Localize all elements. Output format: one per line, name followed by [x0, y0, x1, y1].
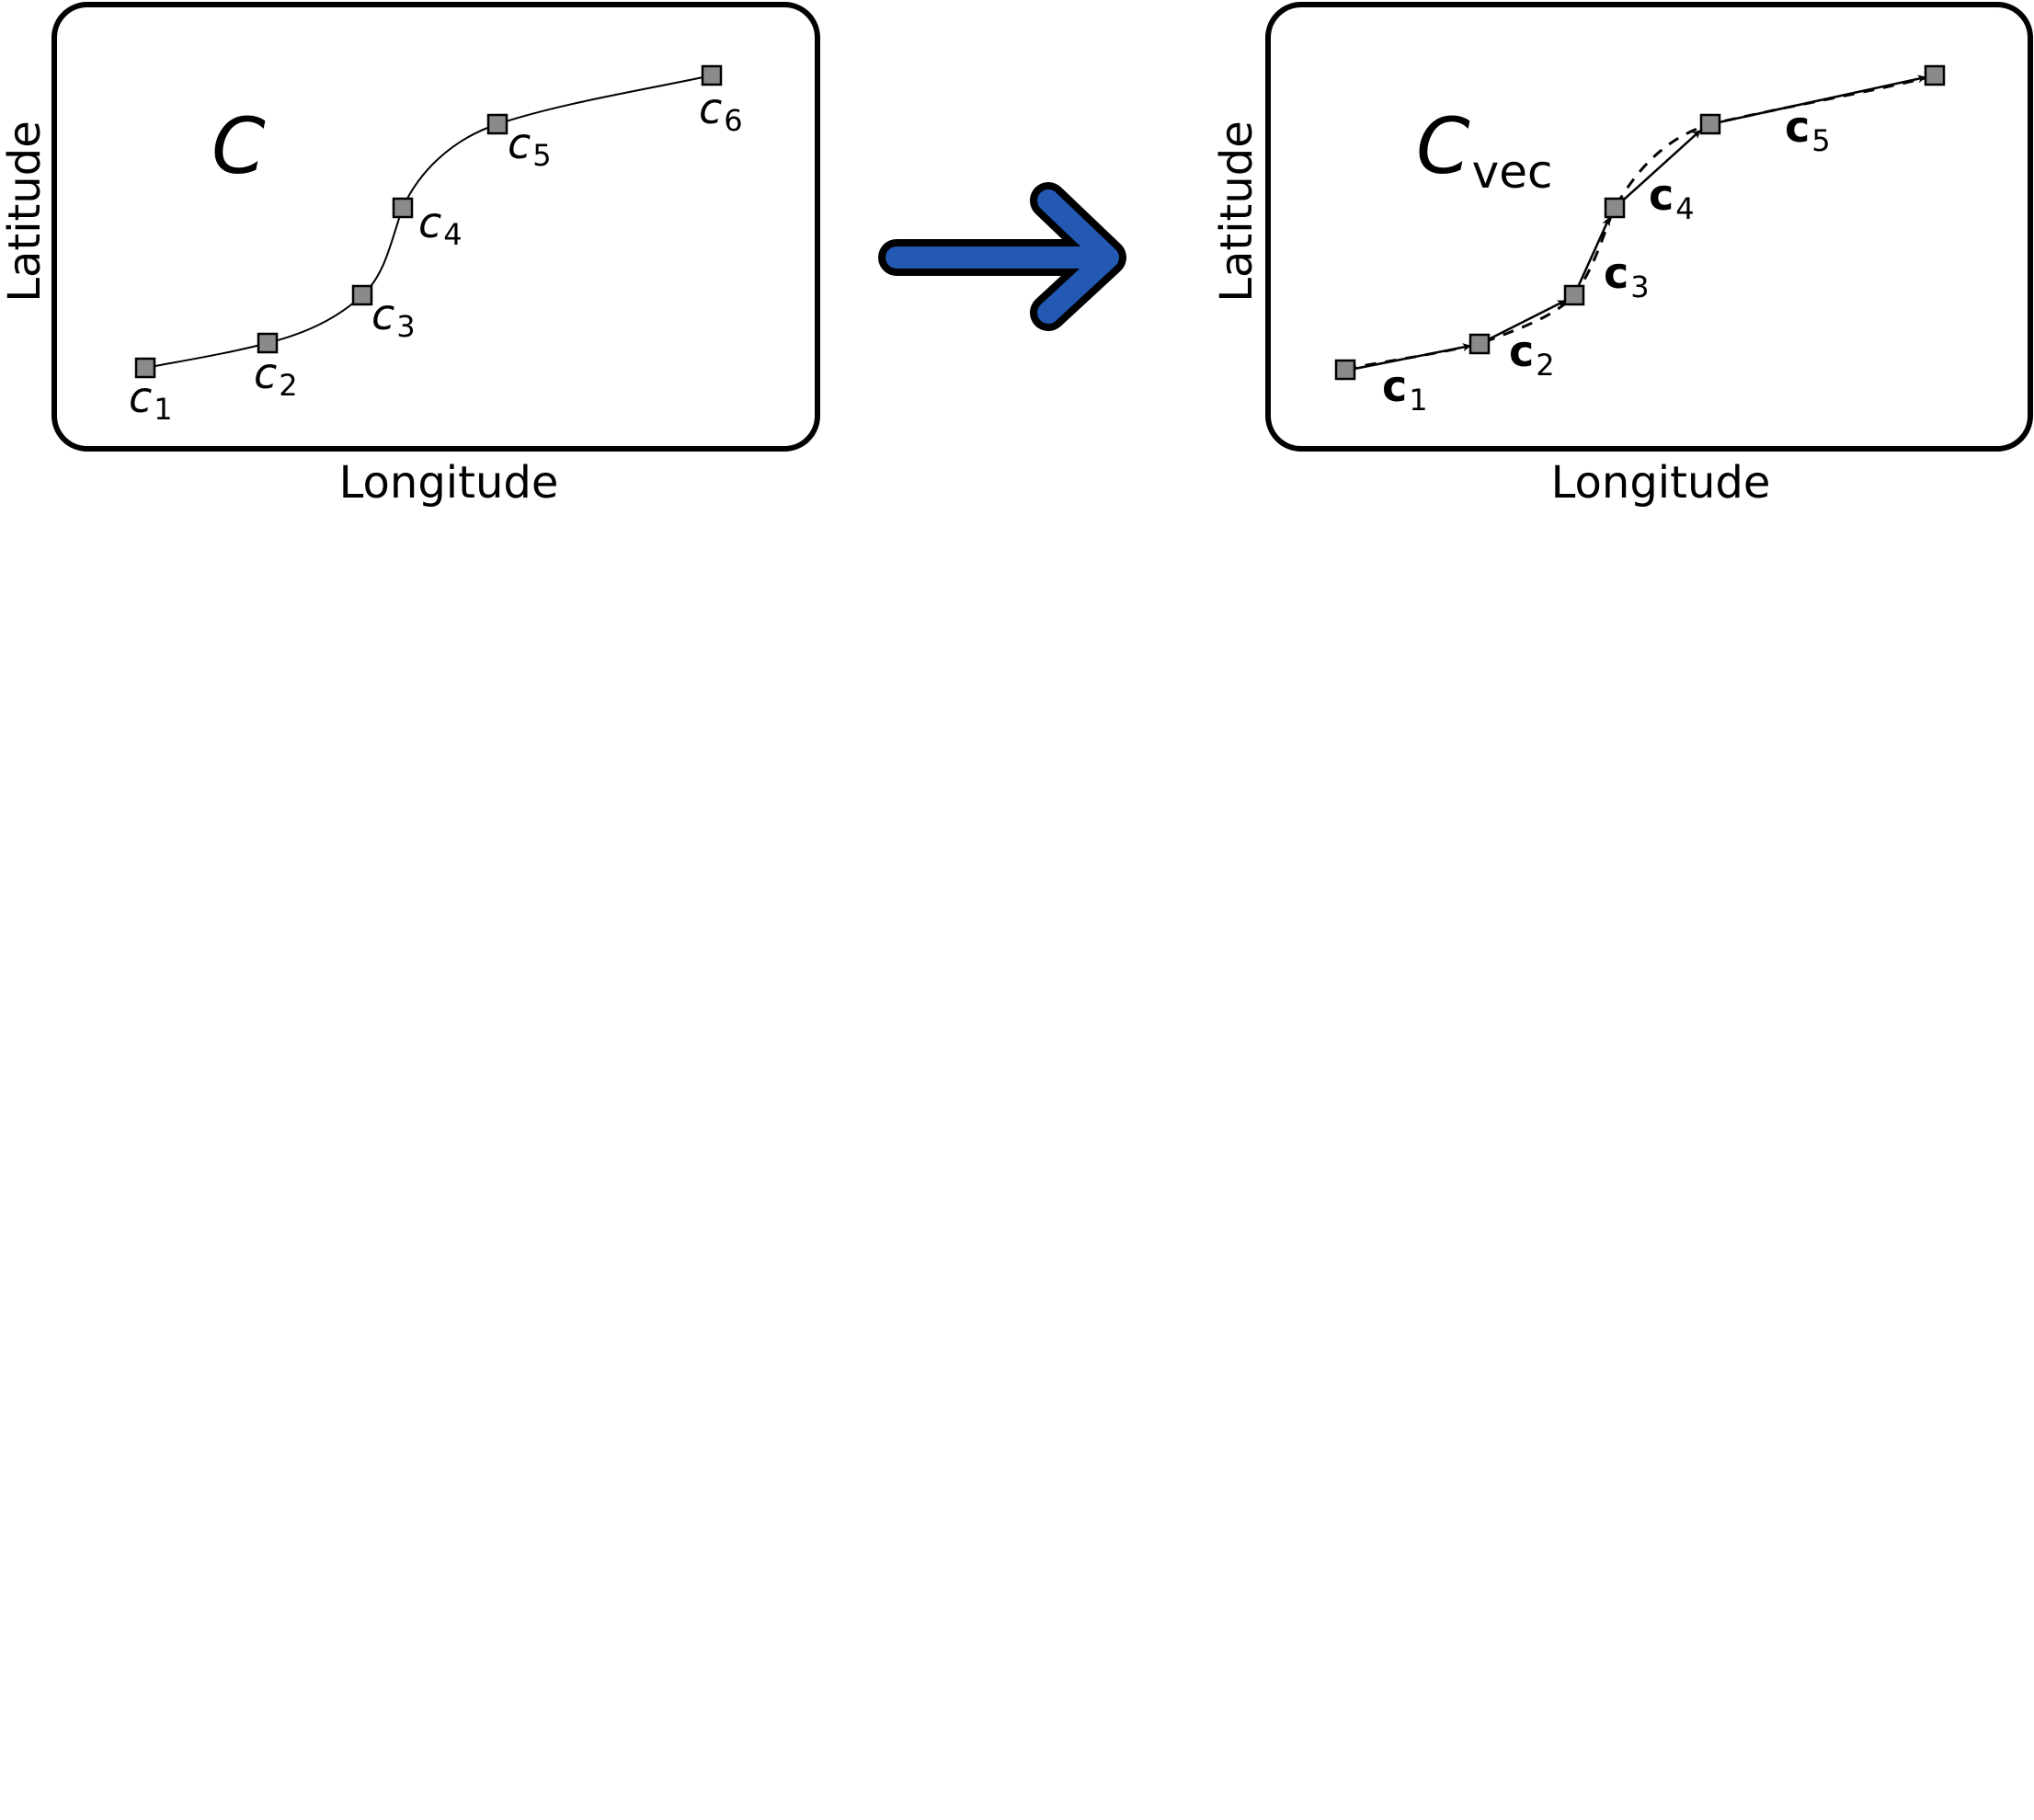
point-node-c1	[134, 357, 156, 379]
right-panel: Cvec c1 c2 c3 c4 c5 Longitude Latitude	[1211, 2, 2033, 509]
point-label-c1: c1	[129, 372, 173, 427]
vector-node-3	[1563, 284, 1585, 306]
left-panel-frame	[51, 2, 820, 452]
right-panel-frame	[1265, 2, 2033, 452]
point-label-c4: c4	[418, 198, 463, 252]
point-label-c3: c3	[371, 290, 416, 344]
point-label-c6: c6	[699, 84, 743, 138]
right-x-axis-label: Longitude	[1551, 457, 1771, 509]
vector-c2	[1479, 299, 1566, 346]
vector-node-6	[1924, 64, 1946, 86]
vector-c4	[1614, 130, 1701, 209]
left-x-axis-label: Longitude	[339, 457, 559, 509]
right-arrow-icon	[878, 182, 1126, 331]
point-node-c3	[351, 284, 373, 306]
point-node-c6	[701, 64, 723, 86]
left-panel: C c1 c2 c3 c4 c5 c6 Longitude Latitude	[0, 2, 820, 509]
vector-label-c2: c2	[1509, 326, 1555, 383]
vector-label-c4: c4	[1649, 170, 1695, 226]
vector-label-c1: c1	[1382, 361, 1428, 418]
vector-node-5	[1699, 113, 1721, 135]
point-node-c5	[486, 113, 508, 135]
left-panel-title: C	[211, 101, 266, 191]
right-panel-title: Cvec	[1416, 101, 1553, 199]
vector-c3	[1572, 217, 1611, 296]
left-y-axis-label: Latitude	[0, 120, 51, 303]
point-label-c5: c5	[508, 119, 552, 173]
point-node-c2	[257, 332, 279, 354]
vector-node-1	[1334, 359, 1356, 381]
right-y-axis-label: Latitude	[1211, 120, 1263, 303]
vector-label-c5: c5	[1785, 102, 1831, 158]
vector-node-2	[1468, 333, 1491, 355]
point-node-c4	[392, 197, 414, 219]
vector-c5	[1709, 74, 1926, 126]
vector-node-4	[1604, 197, 1626, 219]
point-label-c2: c2	[254, 349, 298, 403]
vector-label-c3: c3	[1604, 248, 1650, 304]
vector-c1	[1344, 343, 1471, 372]
